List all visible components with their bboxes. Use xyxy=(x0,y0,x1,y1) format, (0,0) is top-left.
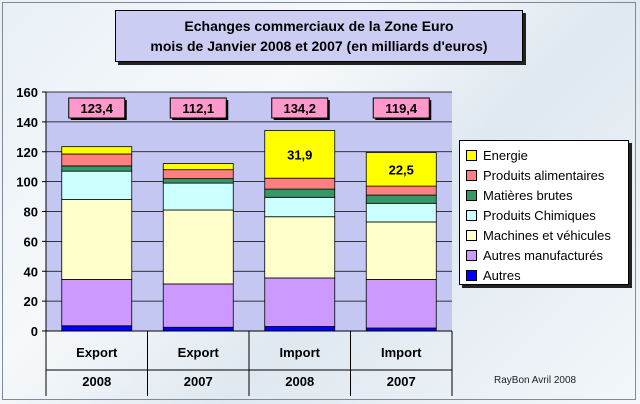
legend-swatch xyxy=(466,169,477,181)
legend-item: Produits Chimiques xyxy=(466,205,628,225)
bar-segment xyxy=(162,326,234,332)
bar-segment xyxy=(264,277,336,327)
bar-segment xyxy=(365,221,437,280)
legend-label: Produits alimentaires xyxy=(483,167,605,183)
data-label: 31,9 xyxy=(287,147,312,162)
y-tick-label: 40 xyxy=(24,264,38,279)
bar-segment xyxy=(61,325,133,332)
author-credit: RayBon Avril 2008 xyxy=(494,375,577,386)
y-tick-label: 20 xyxy=(24,294,38,309)
y-tick-label: 80 xyxy=(24,205,38,220)
legend-swatch xyxy=(466,189,477,201)
total-label-box xyxy=(169,97,227,119)
x-category-label: Export xyxy=(76,345,118,360)
chart-title-line1: Echanges commerciaux de la Zone Euro xyxy=(184,18,454,34)
x-category-label: Export xyxy=(178,345,220,360)
bar-segment xyxy=(61,170,133,200)
x-year-label: 2008 xyxy=(82,374,111,389)
bar-segment xyxy=(365,194,437,204)
bar-segment xyxy=(61,153,133,167)
legend-label: Produits Chimiques xyxy=(483,207,596,223)
total-label: 119,4 xyxy=(385,101,418,116)
legend-item: Machines et véhicules xyxy=(466,225,628,245)
legend-swatch xyxy=(466,149,477,161)
total-label: 112,1 xyxy=(182,101,214,116)
legend-item: Matières brutes xyxy=(466,185,628,205)
legend-swatch xyxy=(466,269,477,281)
bar-segment xyxy=(162,178,234,184)
bar-segment xyxy=(365,185,437,196)
x-category-label: Import xyxy=(381,345,422,360)
y-tick-label: 0 xyxy=(31,324,38,339)
bar-segment xyxy=(365,279,437,329)
data-label: 22,5 xyxy=(389,162,414,177)
bar-segment xyxy=(61,165,133,172)
y-tick-label: 60 xyxy=(24,234,38,249)
legend: Energie Produits alimentaires Matières bru… xyxy=(459,140,629,285)
x-category-label: Import xyxy=(280,345,321,360)
legend-item: Autres manufacturés xyxy=(466,245,628,265)
x-year-label: 2007 xyxy=(387,374,416,389)
legend-swatch xyxy=(466,209,477,221)
bar-segment xyxy=(365,327,437,332)
chart-title-line2: mois de Janvier 2008 et 2007 (en milliar… xyxy=(150,38,488,54)
total-label: 134,2 xyxy=(283,101,316,116)
bar-segment xyxy=(264,177,336,190)
bar-segment xyxy=(162,283,234,328)
bar-segment xyxy=(264,188,336,198)
legend-item: Autres xyxy=(466,265,628,285)
chart-title-box: Echanges commerciaux de la Zone Euro moi… xyxy=(115,10,523,62)
total-label-box xyxy=(68,97,126,119)
chart-frame xyxy=(2,2,636,400)
legend-label: Matières brutes xyxy=(483,187,573,203)
total-label: 123,4 xyxy=(80,101,113,116)
bar-segment xyxy=(162,169,234,180)
legend-label: Autres xyxy=(483,267,521,283)
bar-segment xyxy=(162,163,234,171)
x-year-label: 2008 xyxy=(285,374,314,389)
legend-label: Machines et véhicules xyxy=(483,227,611,243)
legend-label: Autres manufacturés xyxy=(483,247,603,263)
bar-segment xyxy=(264,130,336,179)
total-label-box xyxy=(271,97,329,119)
legend-swatch xyxy=(466,229,477,241)
y-tick-label: 120 xyxy=(16,145,38,160)
legend-item: Energie xyxy=(466,145,628,165)
x-year-label: 2007 xyxy=(184,374,213,389)
legend-swatch xyxy=(466,249,477,261)
y-tick-label: 160 xyxy=(16,85,38,100)
bar-segment xyxy=(61,199,133,280)
bar-segment xyxy=(264,326,336,332)
total-label-box xyxy=(372,97,430,119)
bar-segment xyxy=(365,202,437,223)
bar-segment xyxy=(162,209,234,285)
bar-segment xyxy=(365,152,437,187)
bar-segment xyxy=(264,216,336,279)
y-tick-label: 100 xyxy=(16,175,38,190)
y-tick-label: 140 xyxy=(16,115,38,130)
bar-segment xyxy=(61,146,133,155)
bar-segment xyxy=(264,196,336,218)
bar-segment xyxy=(61,279,133,327)
legend-label: Energie xyxy=(483,147,528,163)
legend-item: Produits alimentaires xyxy=(466,165,628,185)
bar-segment xyxy=(162,182,234,211)
